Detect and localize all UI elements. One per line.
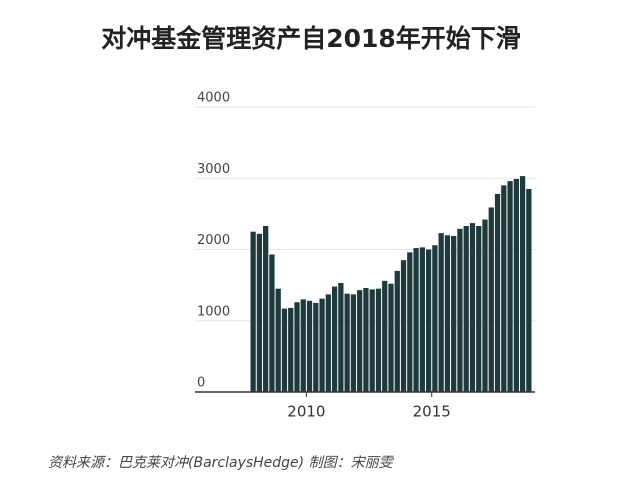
bar: [407, 252, 413, 392]
y-tick-label: 1000: [197, 304, 230, 319]
bar: [419, 247, 425, 392]
bar: [319, 298, 325, 392]
x-tick-label: 2015: [413, 403, 451, 421]
x-tick-label: 2010: [287, 403, 325, 421]
bar: [281, 308, 288, 392]
bar: [300, 299, 306, 392]
y-tick-label: 4000: [197, 91, 230, 106]
y-tick-label: 3000: [197, 162, 230, 177]
bar: [350, 294, 357, 392]
bar: [463, 225, 469, 392]
bar: [313, 302, 319, 392]
bar: [338, 282, 344, 392]
bar: [263, 225, 269, 392]
bar: [275, 288, 281, 392]
y-tick-label: 0: [197, 376, 205, 391]
bar: [501, 185, 507, 392]
bar: [382, 280, 388, 392]
bar: [476, 225, 482, 392]
bar: [269, 254, 275, 392]
bar: [400, 260, 407, 392]
bar: [250, 231, 256, 392]
bar: [507, 181, 513, 392]
bar: [363, 287, 369, 392]
bar: [425, 249, 432, 392]
bar: [388, 283, 394, 392]
bar: [494, 193, 501, 392]
y-tick-label: 2000: [197, 233, 230, 248]
bar: [288, 307, 294, 392]
source-note: 资料来源：巴克莱对冲(BarclaysHedge) 制图：宋丽雯: [48, 455, 395, 471]
bar: [394, 270, 400, 392]
bar: [369, 289, 375, 392]
bar: [469, 223, 476, 392]
bar: [444, 235, 451, 392]
bar: [375, 288, 382, 392]
bar: [294, 302, 300, 392]
bar: [488, 207, 494, 392]
bar: [451, 235, 457, 392]
bar: [306, 300, 313, 392]
chart-title: 对冲基金管理资产自2018年开始下滑: [101, 24, 521, 53]
bar: [256, 233, 263, 392]
bar: [325, 294, 331, 392]
bar: [482, 219, 488, 392]
bar: [513, 178, 519, 392]
bar: [331, 286, 338, 392]
bar: [438, 233, 444, 392]
bar: [413, 248, 419, 392]
bar: [457, 228, 463, 392]
bar: [344, 293, 350, 392]
bar: [357, 290, 363, 392]
bar: [519, 176, 526, 392]
bar: [526, 188, 532, 392]
bar: [432, 245, 438, 392]
